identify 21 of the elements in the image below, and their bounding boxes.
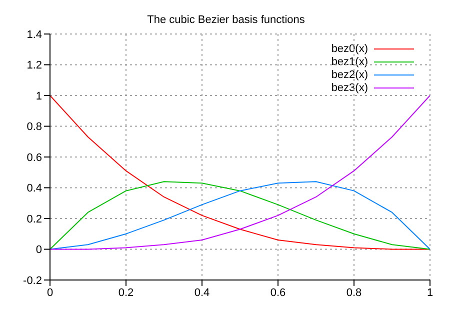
line-series [50, 95, 430, 250]
legend-label: bez0(x) [331, 42, 368, 54]
x-tick-label: 1 [426, 286, 434, 299]
line-series [50, 181, 430, 250]
y-tick-label: 1 [36, 90, 42, 102]
y-tick-label: 0.8 [26, 121, 42, 134]
chart-title: The cubic Bezier basis functions [146, 14, 306, 26]
legend-label: bez3(x) [331, 82, 368, 94]
y-tick-label: 1.2 [26, 60, 42, 72]
y-tick-label: 0.2 [26, 213, 42, 226]
y-tick-label: -0.2 [23, 274, 42, 287]
y-tick-label: 0.6 [26, 152, 42, 164]
legend-label: bez2(x) [331, 68, 368, 80]
y-tick-label: 0 [36, 244, 42, 256]
x-tick-label: 0.6 [270, 286, 286, 299]
x-tick-label: 0.2 [118, 286, 134, 299]
y-tick-label: 0.4 [26, 182, 42, 195]
x-tick-label: 0.8 [346, 286, 362, 299]
x-tick-label: 0 [46, 286, 54, 299]
x-tick-label: 0.4 [194, 286, 210, 299]
y-tick-label: 1.4 [26, 28, 42, 41]
